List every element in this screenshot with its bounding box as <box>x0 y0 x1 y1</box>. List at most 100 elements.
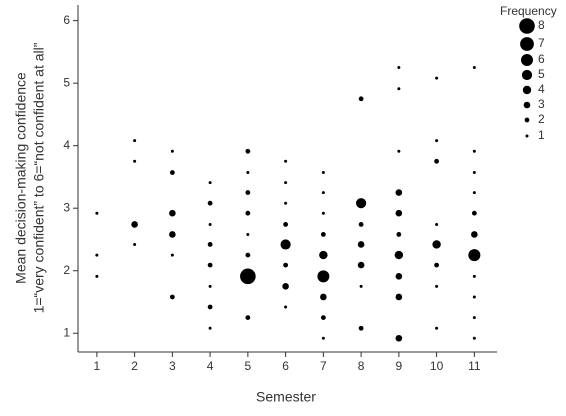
bubble <box>282 283 289 290</box>
legend-marker <box>520 37 534 51</box>
bubble <box>207 304 213 310</box>
bubble <box>280 239 291 250</box>
bubble <box>207 200 213 206</box>
bubble <box>321 191 325 195</box>
bubble <box>284 201 288 205</box>
bubble <box>434 262 440 268</box>
bubble <box>358 96 364 102</box>
bubble <box>435 284 439 288</box>
bubble <box>357 241 365 248</box>
bubble <box>472 295 476 299</box>
y-axis-label: Mean decision-making confidence <box>13 72 29 284</box>
legend-label: 6 <box>538 52 545 66</box>
bubble <box>133 159 137 163</box>
bubble <box>245 252 251 258</box>
x-tick-label: 10 <box>430 359 444 373</box>
bubble <box>321 171 325 175</box>
legend-marker <box>521 69 533 81</box>
legend-label: 1 <box>538 128 545 142</box>
x-tick-label: 8 <box>358 359 365 373</box>
bubble <box>246 171 250 175</box>
x-tick-label: 9 <box>396 359 403 373</box>
bubble <box>435 326 439 330</box>
bubble <box>397 149 401 153</box>
bubble <box>284 181 288 185</box>
bubble <box>357 261 365 269</box>
y-tick-label: 2 <box>63 263 70 277</box>
bubble <box>320 232 326 237</box>
x-tick-label: 7 <box>320 359 327 373</box>
bubble <box>472 274 476 278</box>
bubble <box>358 325 364 331</box>
bubble <box>170 253 174 257</box>
y-tick-label: 3 <box>63 200 70 214</box>
bubble <box>245 190 251 195</box>
legend-marker <box>525 134 529 138</box>
bubble <box>468 249 481 262</box>
bubble <box>246 232 250 236</box>
bubble <box>208 326 212 330</box>
legend-label: 7 <box>538 36 545 50</box>
bubble <box>397 66 401 70</box>
legend-marker <box>524 117 530 123</box>
x-tick-label: 4 <box>207 359 214 373</box>
y-tick-label: 4 <box>63 138 70 152</box>
bubble <box>131 221 138 228</box>
legend-title: Frequency <box>500 4 557 18</box>
bubble <box>356 198 367 209</box>
bubble <box>394 250 404 260</box>
bubble <box>359 284 363 288</box>
y-tick-label: 5 <box>63 75 70 89</box>
bubble <box>395 273 403 280</box>
legend-label: 2 <box>538 112 545 126</box>
bubble <box>317 270 330 283</box>
bubble <box>395 189 403 196</box>
bubble <box>95 211 99 215</box>
bubble <box>240 268 256 285</box>
legend-marker <box>519 18 535 34</box>
legend-label: 3 <box>538 97 545 111</box>
x-tick-label: 3 <box>169 359 176 373</box>
bubble <box>284 305 288 309</box>
bubble <box>245 148 251 154</box>
bubble <box>95 274 99 278</box>
legend-marker <box>522 85 532 95</box>
bubble <box>472 191 476 195</box>
bubble <box>284 159 288 163</box>
bubble <box>283 262 289 268</box>
y-tick-label: 6 <box>63 13 70 27</box>
bubble <box>169 294 175 300</box>
bubble <box>320 293 327 301</box>
x-axis-label: Semester <box>256 389 316 405</box>
bubble <box>434 158 440 164</box>
bubble <box>245 210 251 216</box>
x-tick-label: 1 <box>94 359 101 373</box>
bubble <box>472 149 476 153</box>
bubble <box>283 222 289 227</box>
bubble <box>169 209 176 217</box>
x-tick-label: 2 <box>131 359 138 373</box>
bubble <box>169 170 175 175</box>
bubble <box>472 66 476 70</box>
bubble <box>358 222 364 227</box>
bubble <box>169 231 176 238</box>
bubble <box>472 336 476 340</box>
bubble <box>133 242 137 246</box>
bubble <box>207 262 213 268</box>
bubble <box>170 149 174 153</box>
legend-marker <box>523 101 531 109</box>
bubble <box>207 242 213 247</box>
bubble <box>319 250 328 260</box>
bubble <box>471 210 477 216</box>
bubble <box>435 222 439 226</box>
x-tick-label: 6 <box>282 359 289 373</box>
bubble <box>471 231 478 238</box>
bubble <box>397 87 401 91</box>
bubble <box>245 315 251 321</box>
bubble <box>95 253 99 257</box>
legend-label: 8 <box>538 18 545 32</box>
bubble <box>133 139 137 143</box>
bubble <box>435 139 439 143</box>
bubble <box>395 293 403 301</box>
